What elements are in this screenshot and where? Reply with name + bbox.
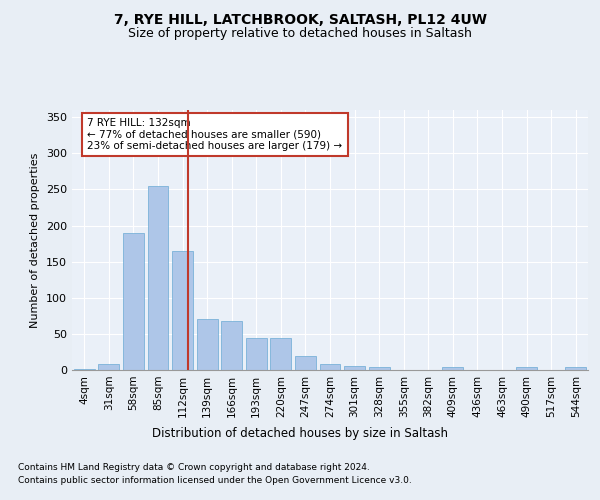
Bar [74,368,95,370]
Text: Contains public sector information licensed under the Open Government Licence v3: Contains public sector information licen… [18,476,412,485]
Text: 7, RYE HILL, LATCHBROOK, SALTASH, PL12 4UW: 7, RYE HILL, LATCHBROOK, SALTASH, PL12 4… [113,12,487,26]
Text: Size of property relative to detached houses in Saltash: Size of property relative to detached ho… [128,28,472,40]
Bar [368,367,389,370]
Bar [246,338,267,370]
Bar [172,251,193,370]
Bar [98,364,119,370]
Text: 7 RYE HILL: 132sqm
← 77% of detached houses are smaller (590)
23% of semi-detach: 7 RYE HILL: 132sqm ← 77% of detached hou… [88,118,343,151]
Text: Contains HM Land Registry data © Crown copyright and database right 2024.: Contains HM Land Registry data © Crown c… [18,462,370,471]
Text: Distribution of detached houses by size in Saltash: Distribution of detached houses by size … [152,428,448,440]
Bar [320,364,340,370]
Bar [197,320,218,370]
Bar [123,233,144,370]
Bar [148,186,169,370]
Bar [344,366,365,370]
Bar [295,356,316,370]
Bar [516,367,537,370]
Bar [221,321,242,370]
Y-axis label: Number of detached properties: Number of detached properties [31,152,40,328]
Bar [271,338,292,370]
Bar [565,367,586,370]
Bar [442,367,463,370]
